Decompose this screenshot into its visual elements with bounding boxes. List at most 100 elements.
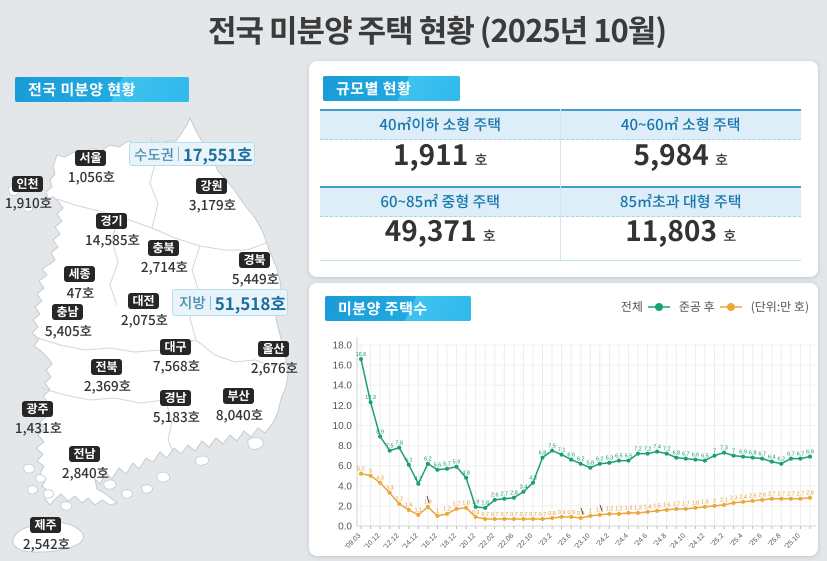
svg-text:6.2: 6.2	[577, 457, 585, 463]
svg-text:1.6: 1.6	[405, 503, 413, 509]
svg-text:0.7: 0.7	[481, 512, 489, 518]
svg-text:7.3: 7.3	[720, 445, 728, 451]
svg-text:8.0: 8.0	[338, 441, 352, 452]
svg-text:2.6: 2.6	[758, 493, 766, 499]
svg-text:'10.12: '10.12	[363, 532, 381, 550]
svg-text:'24.8: '24.8	[653, 532, 669, 548]
svg-text:2.0: 2.0	[338, 501, 352, 512]
svg-text:1.5: 1.5	[653, 504, 661, 510]
svg-text:4.8: 4.8	[462, 471, 470, 477]
svg-text:1.4: 1.4	[644, 505, 652, 511]
svg-text:5: 5	[369, 469, 372, 475]
svg-text:2: 2	[713, 499, 716, 505]
svg-text:4.3: 4.3	[529, 476, 537, 482]
svg-text:0.7: 0.7	[500, 512, 508, 518]
svg-text:0.9: 0.9	[567, 510, 575, 516]
svg-text:0.8: 0.8	[548, 511, 556, 517]
svg-text:7: 7	[732, 448, 735, 454]
svg-text:2.7: 2.7	[787, 492, 795, 498]
svg-text:0.9: 0.9	[472, 510, 480, 516]
svg-text:5.6: 5.6	[434, 463, 442, 469]
svg-text:7.4: 7.4	[653, 444, 661, 450]
svg-text:12.0: 12.0	[333, 401, 353, 412]
svg-text:0.7: 0.7	[529, 512, 537, 518]
svg-text:14.0: 14.0	[333, 381, 353, 392]
svg-text:0.7: 0.7	[510, 512, 518, 518]
svg-text:1.8: 1.8	[692, 501, 700, 507]
svg-text:6.9: 6.9	[739, 449, 747, 455]
svg-text:7.5: 7.5	[386, 443, 394, 449]
svg-text:2.8: 2.8	[806, 491, 814, 497]
svg-text:1.2: 1.2	[606, 507, 614, 513]
svg-text:'23.6: '23.6	[557, 532, 573, 548]
svg-text:'24.2: '24.2	[595, 532, 611, 548]
svg-text:1.6: 1.6	[663, 503, 671, 509]
svg-text:7.1: 7.1	[558, 447, 566, 453]
svg-text:6.6: 6.6	[567, 452, 575, 458]
svg-text:1.3: 1.3	[625, 506, 633, 512]
svg-text:2.7: 2.7	[768, 492, 776, 498]
svg-text:1: 1	[436, 509, 439, 515]
svg-text:6.7: 6.7	[682, 451, 690, 457]
svg-text:2.4: 2.4	[739, 495, 747, 501]
svg-text:1.8: 1.8	[462, 501, 470, 507]
svg-text:4.3: 4.3	[376, 476, 384, 482]
svg-text:1.1: 1.1	[596, 508, 604, 514]
svg-text:2.8: 2.8	[510, 491, 518, 497]
svg-text:'24.10: '24.10	[669, 532, 687, 550]
svg-text:'23.2: '23.2	[538, 532, 554, 548]
svg-text:6.2: 6.2	[424, 457, 432, 463]
svg-text:4.2: 4.2	[414, 477, 422, 483]
svg-text:6.2: 6.2	[777, 457, 785, 463]
svg-text:6.4: 6.4	[768, 454, 776, 460]
svg-text:0.7: 0.7	[491, 512, 499, 518]
svg-text:'25.10: '25.10	[784, 532, 802, 550]
svg-text:6.0: 6.0	[338, 461, 352, 472]
svg-text:'25.4: '25.4	[729, 532, 745, 548]
svg-text:7: 7	[713, 448, 716, 454]
svg-text:6.7: 6.7	[758, 451, 766, 457]
svg-text:1.7: 1.7	[682, 502, 690, 508]
svg-text:7.2: 7.2	[634, 446, 642, 452]
svg-text:2.7: 2.7	[797, 492, 805, 498]
svg-text:'24.12: '24.12	[688, 532, 706, 550]
svg-text:1.2: 1.2	[615, 507, 623, 513]
svg-text:'09.03: '09.03	[344, 532, 362, 550]
svg-text:2.2: 2.2	[395, 497, 403, 503]
svg-text:6.6: 6.6	[692, 452, 700, 458]
svg-text:'14.12: '14.12	[401, 532, 419, 550]
svg-text:10.0: 10.0	[333, 421, 353, 432]
svg-text:6.1: 6.1	[405, 458, 413, 464]
svg-text:1.9: 1.9	[701, 500, 709, 506]
svg-text:0.9: 0.9	[558, 510, 566, 516]
svg-text:'25.8: '25.8	[767, 532, 783, 548]
svg-text:5.7: 5.7	[443, 462, 451, 468]
svg-text:0.7: 0.7	[520, 512, 528, 518]
svg-text:'25.2: '25.2	[710, 532, 726, 548]
svg-text:3.4: 3.4	[520, 485, 528, 491]
svg-text:'18.12: '18.12	[440, 532, 458, 550]
svg-text:2.7: 2.7	[500, 492, 508, 498]
svg-text:1.2: 1.2	[443, 507, 451, 513]
svg-text:7.2: 7.2	[663, 446, 671, 452]
svg-text:2.6: 2.6	[491, 493, 499, 499]
svg-text:'24.4: '24.4	[614, 532, 630, 548]
svg-text:16.6: 16.6	[356, 352, 367, 358]
svg-text:7.5: 7.5	[548, 443, 556, 449]
svg-text:6.8: 6.8	[749, 450, 757, 456]
svg-text:2.1: 2.1	[720, 498, 728, 504]
svg-text:7.2: 7.2	[644, 446, 652, 452]
svg-text:'22.10: '22.10	[516, 532, 534, 550]
svg-text:6.5: 6.5	[701, 453, 709, 459]
svg-text:2.3: 2.3	[730, 496, 738, 502]
svg-text:12.3: 12.3	[365, 395, 376, 401]
svg-text:'23.10: '23.10	[573, 532, 591, 550]
svg-text:6.9: 6.9	[806, 449, 814, 455]
svg-text:'22.06: '22.06	[497, 532, 515, 550]
svg-text:18.0: 18.0	[333, 341, 353, 352]
svg-text:5.8: 5.8	[586, 461, 594, 467]
svg-text:6.2: 6.2	[596, 457, 604, 463]
svg-text:6.8: 6.8	[672, 450, 680, 456]
svg-text:'22.02: '22.02	[478, 532, 496, 550]
svg-text:5.2: 5.2	[357, 467, 365, 473]
